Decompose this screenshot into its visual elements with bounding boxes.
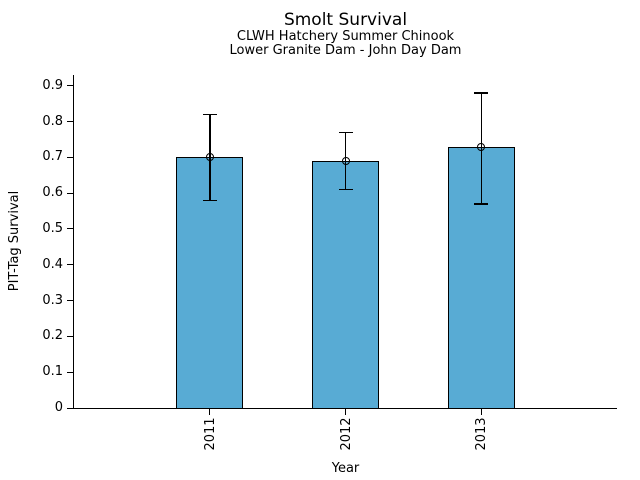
x-tick-label: 2013: [473, 417, 489, 451]
y-tick-label: 0.6: [42, 185, 63, 201]
chart-title: Smolt Survival: [283, 10, 408, 30]
y-tick: [67, 264, 73, 266]
y-tick: [67, 407, 73, 409]
chart-subtitle-line1: CLWH Hatchery Summer Chinook: [236, 29, 455, 44]
y-tick: [67, 228, 73, 230]
error-bar-cap-top: [474, 92, 489, 94]
y-tick-label: 0.9: [42, 77, 63, 93]
x-tick: [480, 409, 482, 415]
y-tick: [67, 335, 73, 337]
y-axis-line: [73, 75, 74, 409]
y-tick-label: 0.1: [42, 364, 63, 380]
error-bar-cap-bottom: [338, 188, 353, 191]
x-tick-label: 2012: [338, 417, 353, 451]
error-bar-cap-bottom: [202, 199, 217, 202]
mean-marker: [205, 153, 214, 162]
x-tick: [345, 409, 346, 415]
x-tick: [209, 409, 211, 415]
y-tick: [67, 300, 73, 302]
y-tick-label: 0.8: [42, 113, 63, 129]
y-tick-label: 0: [54, 400, 63, 415]
bar: [447, 146, 515, 409]
y-tick: [67, 156, 73, 158]
y-tick: [67, 371, 73, 373]
y-tick: [67, 121, 73, 123]
error-bar-cap-top: [202, 113, 217, 116]
y-tick-label: 0.4: [42, 256, 63, 272]
y-tick: [67, 85, 73, 87]
x-axis-title: Year: [331, 461, 360, 476]
mean-marker: [477, 142, 486, 151]
y-tick-label: 0.2: [42, 328, 63, 344]
mean-marker: [341, 156, 350, 165]
y-tick-label: 0.5: [42, 220, 63, 236]
error-bar-cap-top: [338, 131, 353, 134]
y-tick: [67, 192, 73, 194]
error-bar-cap-bottom: [474, 203, 489, 205]
y-tick-label: 0.7: [42, 149, 63, 165]
bar: [312, 160, 379, 409]
chart-subtitle-line2: Lower Granite Dam - John Day Dam: [229, 43, 462, 58]
x-tick-label: 2011: [202, 417, 218, 451]
y-tick-label: 0.3: [42, 292, 63, 308]
